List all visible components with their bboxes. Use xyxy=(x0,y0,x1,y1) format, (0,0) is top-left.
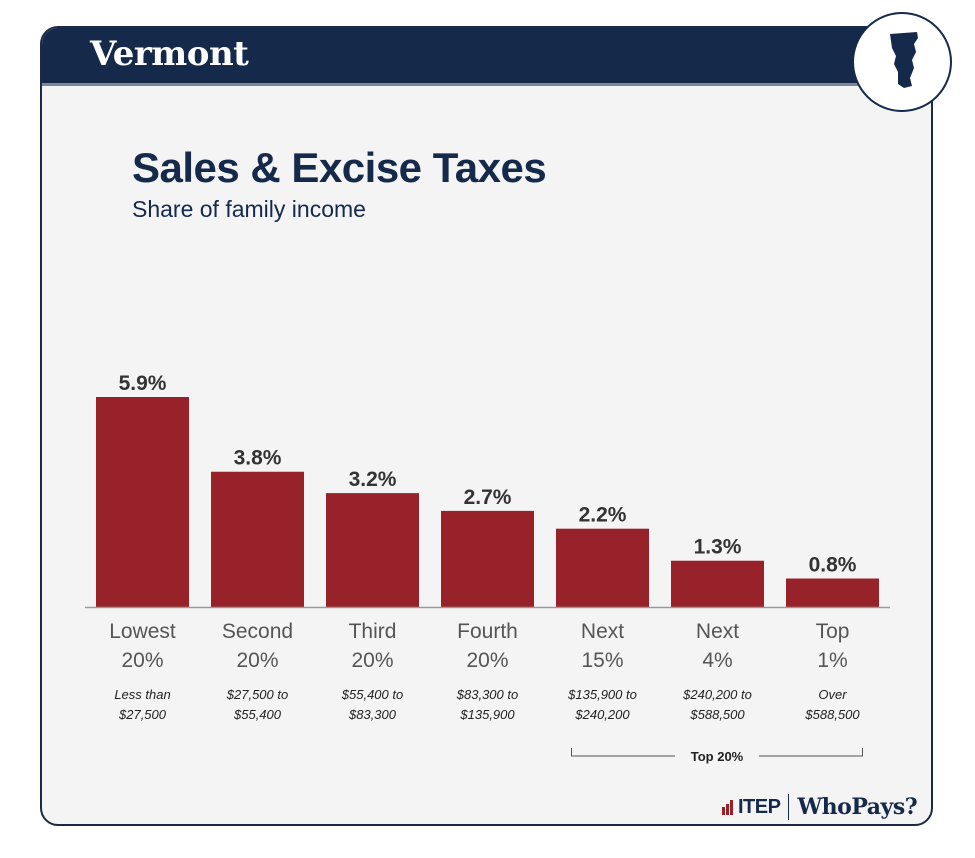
itep-logo-text: ITEP xyxy=(738,795,781,818)
income-range-label: $588,500 xyxy=(689,707,745,722)
income-range-label: $55,400 to xyxy=(341,687,403,702)
bar xyxy=(671,560,764,607)
header-bar: Vermont xyxy=(42,28,931,86)
value-label: 5.9% xyxy=(119,372,167,395)
income-range-label: $135,900 to xyxy=(567,687,637,702)
value-label: 1.3% xyxy=(694,536,742,559)
income-range-label: $83,300 to xyxy=(456,687,518,702)
category-label: Next xyxy=(696,620,739,643)
state-name: Vermont xyxy=(90,34,249,74)
category-label: Next xyxy=(581,620,624,643)
bracket-line-right xyxy=(759,748,863,757)
category-label: 1% xyxy=(817,649,847,672)
income-range-label: $27,500 xyxy=(118,707,167,722)
value-label: 0.8% xyxy=(809,554,857,577)
value-label: 3.2% xyxy=(349,468,397,491)
itep-bars-icon xyxy=(722,799,736,815)
chart-title: Sales & Excise Taxes xyxy=(132,144,547,191)
income-range-label: $55,400 xyxy=(233,707,282,722)
bar xyxy=(326,493,419,607)
whopays-logo-text: WhoPays? xyxy=(797,794,918,820)
bracket-line-left xyxy=(571,748,675,757)
bar xyxy=(556,528,649,607)
bar xyxy=(96,397,189,607)
income-range-label: $588,500 xyxy=(804,707,860,722)
category-label: 20% xyxy=(236,649,278,672)
category-label: Lowest xyxy=(109,620,176,643)
income-range-label: $135,900 xyxy=(459,707,515,722)
category-label: 4% xyxy=(702,649,732,672)
logo-divider xyxy=(788,794,790,820)
chart-subtitle: Share of family income xyxy=(132,196,366,222)
category-label: 20% xyxy=(351,649,393,672)
bar xyxy=(441,510,534,607)
footer-logo: ITEP WhoPays? xyxy=(722,790,918,824)
bracket-label: Top 20% xyxy=(691,749,744,764)
value-label: 3.8% xyxy=(234,447,282,470)
income-range-label: Over xyxy=(818,687,847,702)
income-range-label: $27,500 to xyxy=(226,687,288,702)
income-range-label: $240,200 xyxy=(574,707,630,722)
vermont-outline-icon xyxy=(852,12,952,112)
value-label: 2.7% xyxy=(464,486,512,509)
category-label: 20% xyxy=(121,649,163,672)
category-label: Second xyxy=(222,620,293,643)
income-range-label: $240,200 to xyxy=(682,687,752,702)
category-label: 15% xyxy=(581,649,623,672)
category-label: Third xyxy=(349,620,397,643)
income-range-label: Less than xyxy=(114,687,170,702)
value-label: 2.2% xyxy=(579,504,627,527)
category-label: 20% xyxy=(466,649,508,672)
income-range-label: $83,300 xyxy=(348,707,397,722)
bar xyxy=(211,471,304,607)
bar xyxy=(786,578,879,607)
category-label: Fourth xyxy=(457,620,518,643)
category-label: Top xyxy=(816,620,850,643)
